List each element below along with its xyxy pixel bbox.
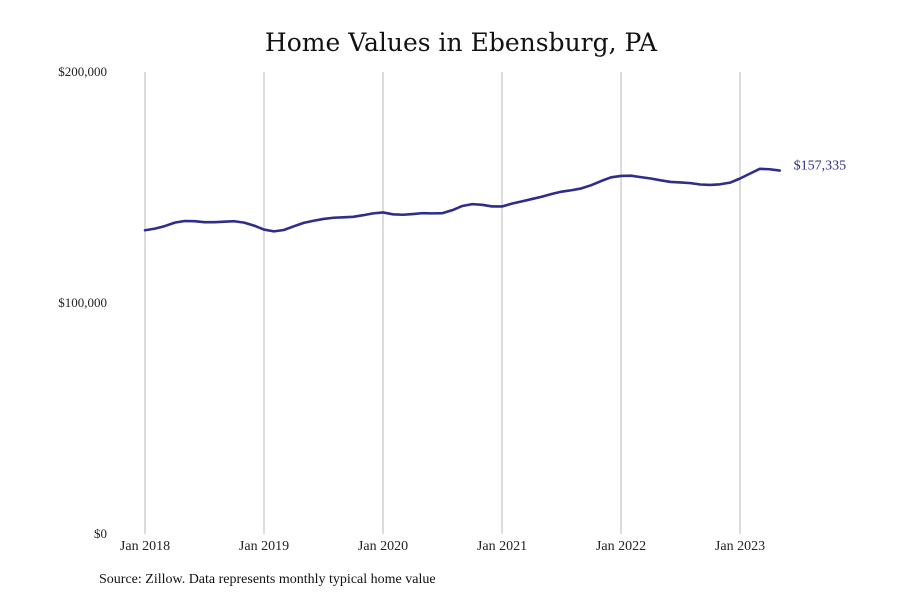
x-tick-label: Jan 2019 (239, 539, 289, 554)
x-axis-tick-labels: Jan 2018 Jan 2019 Jan 2020 Jan 2021 Jan 2022… (120, 539, 765, 554)
vertical-grid-lines (144, 72, 741, 534)
chart-title: Home Values in Ebensburg, PA (265, 28, 658, 57)
y-tick-label: $100,000 (58, 295, 107, 310)
latest-value-label: $157,335 (794, 159, 847, 174)
y-tick-label: $200,000 (58, 64, 107, 79)
y-tick-label: $0 (94, 526, 107, 541)
x-tick-label: Jan 2018 (120, 539, 170, 554)
x-tick-label: Jan 2021 (477, 539, 527, 554)
home-value-series-line (143, 167, 781, 233)
x-tick-label: Jan 2020 (358, 539, 408, 554)
y-axis-tick-labels: $0 $100,000 $200,000 (58, 64, 107, 541)
x-tick-label: Jan 2023 (715, 539, 765, 554)
source-note: Source: Zillow. Data represents monthly … (99, 572, 436, 587)
x-tick-label: Jan 2022 (596, 539, 646, 554)
